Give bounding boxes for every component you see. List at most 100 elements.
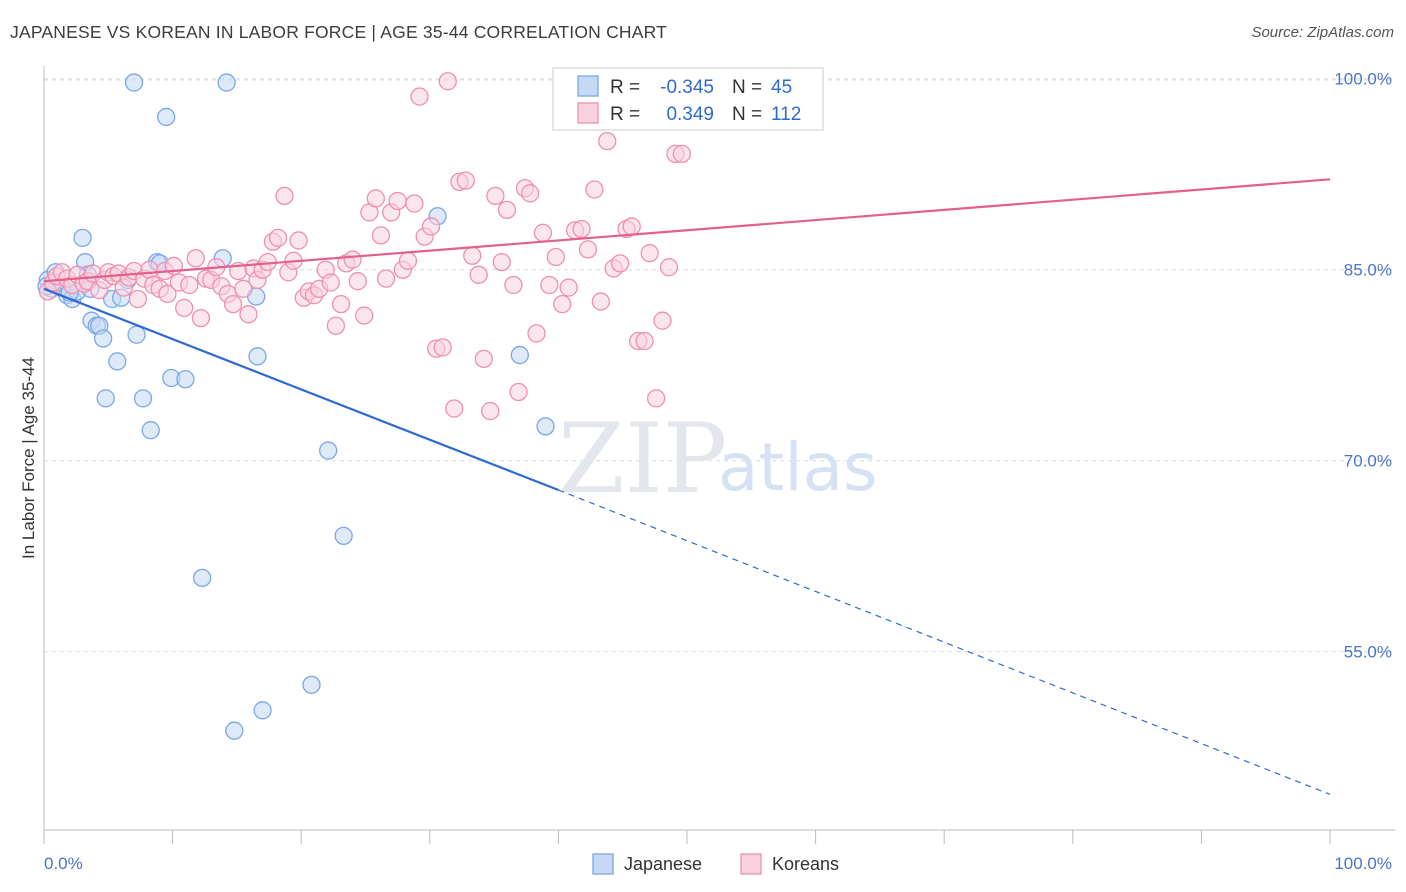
point-koreans — [504, 275, 523, 295]
point-koreans — [343, 250, 362, 269]
point-koreans — [610, 254, 630, 273]
point-koreans — [540, 275, 559, 295]
point-koreans — [492, 252, 511, 272]
y-tick-label: 70.0% — [1344, 452, 1392, 471]
point-koreans — [533, 223, 553, 242]
point-koreans — [653, 311, 672, 330]
point-japanese — [217, 73, 236, 92]
legend-r-label: R = — [610, 104, 640, 125]
point-japanese — [302, 675, 321, 694]
point-koreans — [355, 306, 374, 325]
point-koreans — [223, 294, 243, 314]
point-japanese — [193, 568, 212, 588]
point-japanese — [176, 370, 195, 389]
legend-n-label: N = — [732, 104, 762, 125]
point-koreans — [321, 273, 340, 292]
point-koreans — [438, 72, 457, 91]
point-koreans — [585, 180, 604, 199]
point-koreans — [371, 226, 391, 245]
point-koreans — [635, 331, 654, 351]
point-japanese — [319, 441, 338, 460]
point-koreans — [598, 131, 617, 151]
point-koreans — [456, 171, 475, 190]
point-koreans — [348, 272, 367, 291]
legend-r-value: 0.349 — [666, 104, 714, 125]
point-koreans — [405, 194, 424, 213]
watermark: ZIP atlas — [558, 403, 878, 515]
point-koreans — [191, 308, 211, 328]
point-japanese — [108, 352, 127, 371]
point-koreans — [497, 200, 517, 220]
trend-line-japanese — [43, 287, 559, 492]
series-legend-label-koreans: Koreans — [772, 854, 839, 874]
y-tick-labels: 55.0% 70.0% 85.0% 100.0% — [1334, 70, 1392, 662]
x-tick-label: 100.0% — [1334, 854, 1392, 873]
trend-lines — [43, 178, 1331, 795]
point-koreans — [509, 382, 528, 402]
gridlines — [44, 78, 1395, 653]
legend-swatch-koreans — [577, 102, 599, 124]
series-legend-label-japanese: Japanese — [624, 854, 702, 874]
point-koreans — [398, 251, 418, 270]
point-koreans — [659, 258, 679, 277]
point-japanese — [248, 347, 267, 366]
point-koreans — [366, 189, 385, 208]
point-koreans — [376, 269, 396, 288]
series-legend-swatch-japanese — [592, 853, 614, 875]
point-japanese — [334, 526, 353, 546]
y-axis-label: In Labor Force | Age 35-44 — [19, 357, 38, 559]
point-koreans — [275, 186, 294, 206]
point-japanese — [157, 107, 176, 127]
point-japanese — [73, 228, 92, 248]
point-koreans — [158, 284, 177, 304]
data-points — [37, 72, 761, 740]
point-japanese — [133, 389, 153, 408]
x-tick-label: 0.0% — [44, 854, 83, 873]
point-koreans — [186, 249, 205, 268]
point-japanese — [96, 389, 115, 408]
point-japanese — [127, 325, 146, 344]
point-koreans — [520, 184, 540, 203]
point-koreans — [622, 217, 641, 236]
point-koreans — [326, 316, 346, 335]
point-koreans — [640, 244, 659, 263]
trend-line-koreans — [43, 178, 1331, 283]
chart-source: Source: ZipAtlas.com — [1251, 24, 1394, 41]
point-koreans — [128, 289, 148, 309]
legend-n-value: 45 — [771, 77, 792, 98]
point-japanese — [141, 421, 160, 440]
point-koreans — [486, 186, 505, 206]
point-japanese — [510, 345, 529, 365]
point-koreans — [331, 294, 351, 314]
point-koreans — [469, 265, 488, 284]
point-japanese — [253, 701, 272, 720]
point-koreans — [239, 305, 258, 324]
point-japanese — [225, 721, 244, 740]
point-koreans — [388, 191, 407, 211]
series-legend-swatch-koreans — [740, 853, 762, 875]
point-koreans — [410, 87, 429, 106]
trend-line-extension-japanese — [558, 489, 1331, 795]
point-koreans — [481, 401, 500, 421]
point-koreans — [421, 217, 441, 236]
point-japanese — [124, 73, 144, 92]
y-tick-label: 100.0% — [1334, 70, 1392, 89]
point-koreans — [234, 279, 253, 298]
point-koreans — [289, 231, 308, 250]
point-koreans — [268, 228, 288, 248]
legend-n-value: 112 — [771, 104, 801, 125]
watermark-atlas: atlas — [718, 429, 878, 506]
point-koreans — [672, 144, 692, 164]
point-koreans — [445, 399, 464, 418]
point-koreans — [646, 389, 666, 408]
x-tick-labels: 0.0% 100.0% — [44, 854, 1392, 873]
legend-n-label: N = — [732, 77, 762, 98]
point-japanese — [94, 329, 113, 348]
watermark-zip: ZIP — [558, 403, 727, 515]
series-legend: Japanese Koreans — [592, 853, 839, 875]
point-koreans — [527, 324, 546, 343]
point-koreans — [474, 349, 493, 369]
point-koreans — [591, 292, 610, 311]
correlation-legend: R = -0.345 N = 45 R = 0.349 N = 112 — [552, 67, 824, 131]
